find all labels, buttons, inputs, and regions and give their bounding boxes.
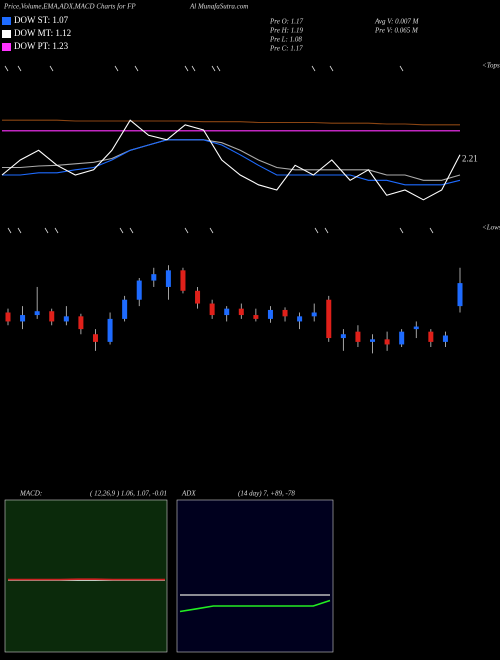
candle-body [413, 326, 419, 330]
annotation: 2.21 [462, 153, 478, 163]
line-series [179, 599, 331, 613]
line-series [2, 139, 461, 186]
candle-body [428, 331, 434, 342]
candle-body [297, 316, 303, 322]
legend-label: DOW ST: 1.07 [14, 15, 69, 25]
candle-body [311, 312, 317, 317]
legend-label: DOW MT: 1.12 [14, 28, 71, 38]
tops-marker: <Tops [482, 62, 500, 70]
line-series [2, 119, 460, 126]
candle-body [195, 290, 201, 304]
panel-subtitle: ( 12,26,9 ) 1.06, 1.07, -0.01 [90, 490, 167, 498]
panel-title: MACD: [19, 490, 42, 498]
stat: Avg V: 0.007 M [374, 18, 420, 26]
candle-body [282, 309, 288, 317]
candle-body [209, 303, 215, 316]
candle-body [63, 316, 69, 322]
stat: Pre O: 1.17 [269, 18, 303, 26]
legend-swatch [2, 43, 11, 51]
candle-body [355, 331, 361, 342]
line-series [2, 139, 461, 181]
candle-body [107, 318, 113, 342]
stat: Pre V: 0.065 M [374, 27, 419, 35]
candle-body [238, 308, 244, 316]
candle-body [136, 280, 142, 300]
candle-body [34, 311, 40, 316]
panel-subtitle: (14 day) 7, +89, -78 [238, 490, 295, 498]
adx-panel [176, 499, 334, 653]
macd-panel [4, 499, 168, 653]
stat: Pre H: 1.19 [269, 27, 303, 35]
candle-body [165, 270, 171, 287]
candle-body [340, 334, 346, 339]
candle-body [92, 334, 98, 342]
candle-body [224, 308, 230, 316]
candle-body [253, 315, 259, 319]
panel-title: ADX [181, 490, 196, 498]
candle-body [370, 339, 376, 342]
candle-body [457, 283, 463, 307]
stat: Pre L: 1.08 [269, 36, 302, 44]
candle-body [326, 299, 332, 339]
candle-body [5, 312, 11, 322]
line-series [1, 119, 461, 201]
candle-body [384, 339, 390, 345]
arrows [4, 65, 434, 234]
stat: Pre C: 1.17 [269, 45, 303, 53]
candle-body [78, 316, 84, 330]
site: Al MunafaSutra.com [189, 3, 248, 11]
candle-body [442, 335, 448, 342]
legend-swatch [2, 17, 11, 25]
candle-body [180, 270, 186, 291]
legend-label: DOW PT: 1.23 [14, 41, 69, 51]
candle-body [20, 315, 26, 322]
chart-title: Price,Volume,EMA,ADX,MACD Charts for FP [3, 3, 136, 11]
candle-body [151, 274, 157, 281]
legend-swatch [2, 30, 11, 38]
candle-body [267, 309, 273, 319]
candle-body [122, 299, 128, 319]
candle-body [49, 311, 55, 322]
candle-body [399, 331, 405, 345]
lows-marker: <Lows [482, 224, 500, 232]
